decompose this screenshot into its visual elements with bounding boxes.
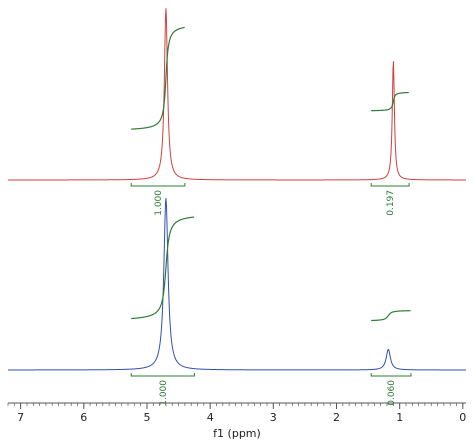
x-tick-label: 6 xyxy=(80,411,87,424)
integral-bracket xyxy=(370,183,410,187)
integral-value: 0.060 xyxy=(387,380,397,406)
integral-bracket xyxy=(370,373,412,377)
integral-bracket xyxy=(130,373,195,377)
spectrum-trace xyxy=(8,8,466,181)
x-tick-label: 2 xyxy=(333,411,340,424)
x-tick-label: 0 xyxy=(459,411,466,424)
x-tick-label: 5 xyxy=(144,411,151,424)
spectrum-trace xyxy=(7,198,466,371)
x-tick-label: 3 xyxy=(270,411,277,424)
integral-curve xyxy=(371,310,411,322)
x-tick-label: 4 xyxy=(207,411,214,424)
integral-value: 1.000 xyxy=(159,380,169,406)
integral-bracket xyxy=(130,183,186,187)
integral-value: 1.000 xyxy=(154,190,164,216)
x-axis: 7 6 5 4 3 2 1 0 f1 (ppm) xyxy=(7,402,466,440)
integral-value: 0.197 xyxy=(386,190,396,216)
x-axis-ticks: 7 6 5 4 3 2 1 0 xyxy=(7,403,466,424)
integral-curve xyxy=(131,216,195,320)
spectrum-panel: 1.000 0.060 xyxy=(7,198,466,406)
spectrum-panel: 1.000 0.197 xyxy=(8,8,466,216)
integral-curve xyxy=(371,91,409,112)
integral-curve xyxy=(131,26,185,130)
x-axis-label: f1 (ppm) xyxy=(213,427,261,440)
x-tick-label: 1 xyxy=(396,411,403,424)
x-tick-label: 7 xyxy=(17,411,24,424)
spectra-layer: 1.000 0.197 1.000 0.060 xyxy=(7,8,466,406)
